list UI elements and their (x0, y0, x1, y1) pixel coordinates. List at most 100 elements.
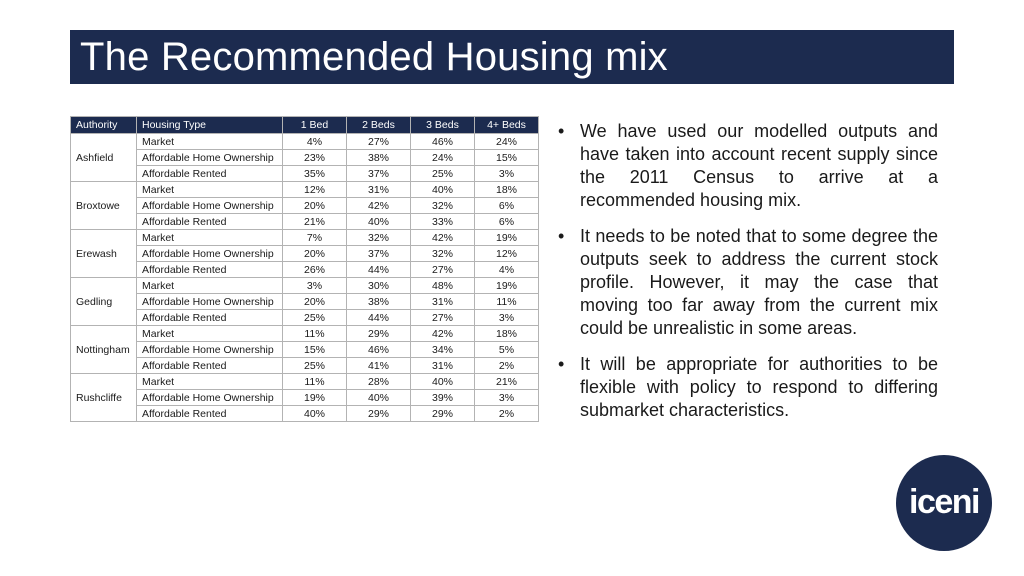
value-cell: 12% (474, 245, 539, 262)
value-cell: 27% (410, 309, 475, 326)
value-cell: 42% (410, 229, 475, 246)
header-1-bed: 1 Bed (282, 116, 347, 134)
header-2-beds: 2 Beds (346, 116, 411, 134)
value-cell: 42% (410, 325, 475, 342)
value-cell: 19% (474, 229, 539, 246)
value-cell: 11% (282, 373, 347, 390)
value-cell: 32% (346, 229, 411, 246)
value-cell: 46% (410, 133, 475, 150)
value-cell: 26% (282, 261, 347, 278)
housing-type-cell: Affordable Home Ownership (136, 197, 283, 214)
value-cell: 18% (474, 181, 539, 198)
value-cell: 31% (410, 357, 475, 374)
table-row: Rushcliffe Market 11% 28% 40% 21% (70, 373, 539, 422)
table-row: Erewash Market 7% 32% 42% 19% (70, 229, 539, 278)
value-cell: 6% (474, 197, 539, 214)
value-cell: 3% (474, 389, 539, 406)
value-cell: 7% (282, 229, 347, 246)
authority-cell: Broxtowe (70, 181, 137, 230)
bullet-item: • It needs to be noted that to some degre… (558, 225, 938, 340)
authority-cell: Ashfield (70, 133, 137, 182)
value-cell: 2% (474, 357, 539, 374)
value-cell: 24% (410, 149, 475, 166)
value-cell: 46% (346, 341, 411, 358)
value-cell: 25% (410, 165, 475, 182)
value-cell: 25% (282, 309, 347, 326)
housing-type-cell: Affordable Home Ownership (136, 293, 283, 310)
housing-type-cell: Market (136, 277, 283, 294)
value-cell: 40% (410, 373, 475, 390)
housing-type-cell: Market (136, 181, 283, 198)
table-row: Nottingham Market 11% 29% 42% 18% (70, 325, 539, 374)
header-3-beds: 3 Beds (410, 116, 475, 134)
bullet-item: • It will be appropriate for authorities … (558, 353, 938, 422)
table-row: Affordable Rented 25% 44% 27% 3% (71, 309, 539, 326)
value-cell: 23% (282, 149, 347, 166)
bullet-icon: • (558, 354, 565, 374)
value-cell: 40% (410, 181, 475, 198)
value-cell: 11% (282, 325, 347, 342)
authority-cell: Rushcliffe (70, 373, 137, 422)
bullet-list: • We have used our modelled outputs and h… (558, 120, 938, 435)
housing-type-cell: Market (136, 373, 283, 390)
bullet-text: It will be appropriate for authorities t… (580, 354, 938, 420)
authority-cell: Erewash (70, 229, 137, 278)
table-row: Affordable Rented 26% 44% 27% 4% (71, 261, 539, 278)
housing-type-cell: Market (136, 133, 283, 150)
housing-type-cell: Affordable Home Ownership (136, 341, 283, 358)
housing-type-cell: Affordable Rented (136, 405, 283, 422)
housing-type-cell: Affordable Home Ownership (136, 149, 283, 166)
value-cell: 40% (346, 389, 411, 406)
value-cell: 33% (410, 213, 475, 230)
value-cell: 32% (410, 245, 475, 262)
value-cell: 29% (346, 325, 411, 342)
housing-type-cell: Affordable Home Ownership (136, 389, 283, 406)
value-cell: 5% (474, 341, 539, 358)
value-cell: 3% (474, 165, 539, 182)
table-row: Affordable Home Ownership 20% 37% 32% 12% (71, 245, 539, 262)
authority-cell: Gedling (70, 277, 137, 326)
value-cell: 3% (282, 277, 347, 294)
value-cell: 20% (282, 197, 347, 214)
value-cell: 19% (474, 277, 539, 294)
value-cell: 18% (474, 325, 539, 342)
value-cell: 20% (282, 293, 347, 310)
value-cell: 27% (410, 261, 475, 278)
bullet-item: • We have used our modelled outputs and h… (558, 120, 938, 212)
value-cell: 39% (410, 389, 475, 406)
value-cell: 4% (282, 133, 347, 150)
table-row: Ashfield Market 4% 27% 46% 24% (70, 133, 539, 182)
table-row: Affordable Rented 25% 41% 31% 2% (71, 357, 539, 374)
iceni-logo: iceni (896, 455, 992, 551)
value-cell: 44% (346, 309, 411, 326)
bullet-icon: • (558, 226, 565, 246)
housing-type-cell: Affordable Rented (136, 165, 283, 182)
table-row: Affordable Home Ownership 15% 46% 34% 5% (71, 341, 539, 358)
value-cell: 38% (346, 293, 411, 310)
value-cell: 42% (346, 197, 411, 214)
table-row: Affordable Rented 21% 40% 33% 6% (71, 213, 539, 230)
value-cell: 48% (410, 277, 475, 294)
housing-type-cell: Affordable Rented (136, 213, 283, 230)
value-cell: 40% (282, 405, 347, 422)
value-cell: 19% (282, 389, 347, 406)
table-row: Affordable Home Ownership 20% 38% 31% 11% (71, 293, 539, 310)
housing-mix-table: Authority Housing Type 1 Bed 2 Beds 3 Be… (70, 116, 539, 422)
value-cell: 15% (282, 341, 347, 358)
value-cell: 15% (474, 149, 539, 166)
table-row: Affordable Home Ownership 20% 42% 32% 6% (71, 197, 539, 214)
housing-type-cell: Affordable Home Ownership (136, 245, 283, 262)
value-cell: 24% (474, 133, 539, 150)
value-cell: 41% (346, 357, 411, 374)
table-row: Gedling Market 3% 30% 48% 19% (70, 277, 539, 326)
value-cell: 31% (410, 293, 475, 310)
value-cell: 25% (282, 357, 347, 374)
logo-text: iceni (909, 483, 980, 521)
header-housing-type: Housing Type (136, 116, 283, 134)
bullet-text: We have used our modelled outputs and ha… (580, 121, 938, 210)
value-cell: 3% (474, 309, 539, 326)
value-cell: 37% (346, 165, 411, 182)
table-row: Affordable Home Ownership 23% 38% 24% 15% (71, 149, 539, 166)
authority-cell: Nottingham (70, 325, 137, 374)
value-cell: 21% (474, 373, 539, 390)
